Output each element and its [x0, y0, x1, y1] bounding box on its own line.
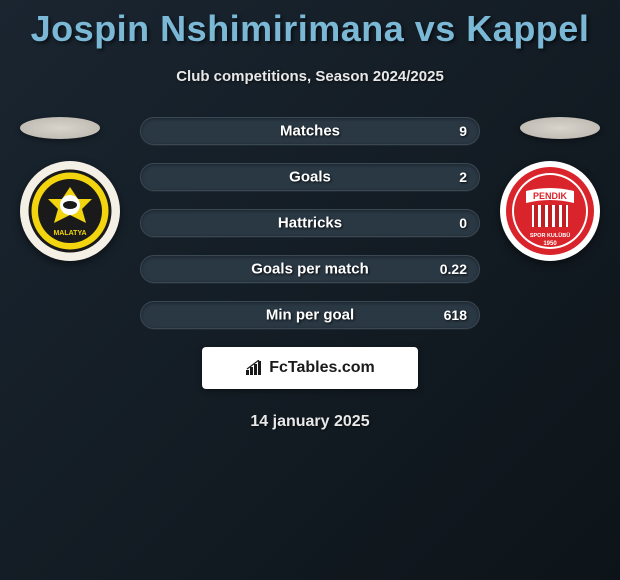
stat-bar-hattricks: Hattricks 0 [140, 209, 480, 237]
team-crest-right: PENDIK SPOR KULÜBÜ 1950 [500, 161, 600, 261]
crest-circle-right: PENDIK SPOR KULÜBÜ 1950 [500, 161, 600, 261]
chart-icon [245, 360, 265, 376]
team-crest-left: MALATYA [20, 161, 120, 261]
footer-date: 14 january 2025 [0, 413, 620, 431]
decorative-oval-right [520, 117, 600, 139]
stat-label: Min per goal [266, 307, 354, 324]
decorative-oval-left [20, 117, 100, 139]
stat-bar-min-per-goal: Min per goal 618 [140, 301, 480, 329]
footer-brand-text: FcTables.com [269, 359, 375, 377]
stat-right-value: 618 [444, 307, 467, 323]
crest-svg-left: MALATYA [28, 169, 112, 253]
svg-text:MALATYA: MALATYA [53, 230, 86, 237]
stat-right-value: 2 [459, 169, 467, 185]
stat-label: Matches [280, 123, 340, 140]
crest-circle-left: MALATYA [20, 161, 120, 261]
stat-right-value: 0 [459, 215, 467, 231]
svg-text:SPOR KULÜBÜ: SPOR KULÜBÜ [530, 232, 570, 239]
stat-bar-goals-per-match: Goals per match 0.22 [140, 255, 480, 283]
subtitle: Club competitions, Season 2024/2025 [0, 68, 620, 85]
stat-bar-matches: Matches 9 [140, 117, 480, 145]
footer-brand-box: FcTables.com [202, 347, 418, 389]
main-area: MALATYA PENDIK SPOR KULÜBÜ 1950 [0, 117, 620, 431]
stat-right-value: 0.22 [440, 261, 467, 277]
stat-label: Hattricks [278, 215, 342, 232]
stat-label: Goals [289, 169, 331, 186]
svg-text:PENDIK: PENDIK [533, 191, 568, 201]
svg-text:1950: 1950 [543, 241, 557, 247]
stat-right-value: 9 [459, 123, 467, 139]
stat-bar-goals: Goals 2 [140, 163, 480, 191]
stat-bars: Matches 9 Goals 2 Hattricks 0 Goals per … [140, 117, 480, 329]
stat-label: Goals per match [251, 261, 369, 278]
crest-svg-right: PENDIK SPOR KULÜBÜ 1950 [504, 165, 596, 257]
footer-brand: FcTables.com [245, 359, 375, 377]
page-title: Jospin Nshimirimana vs Kappel [0, 0, 620, 50]
